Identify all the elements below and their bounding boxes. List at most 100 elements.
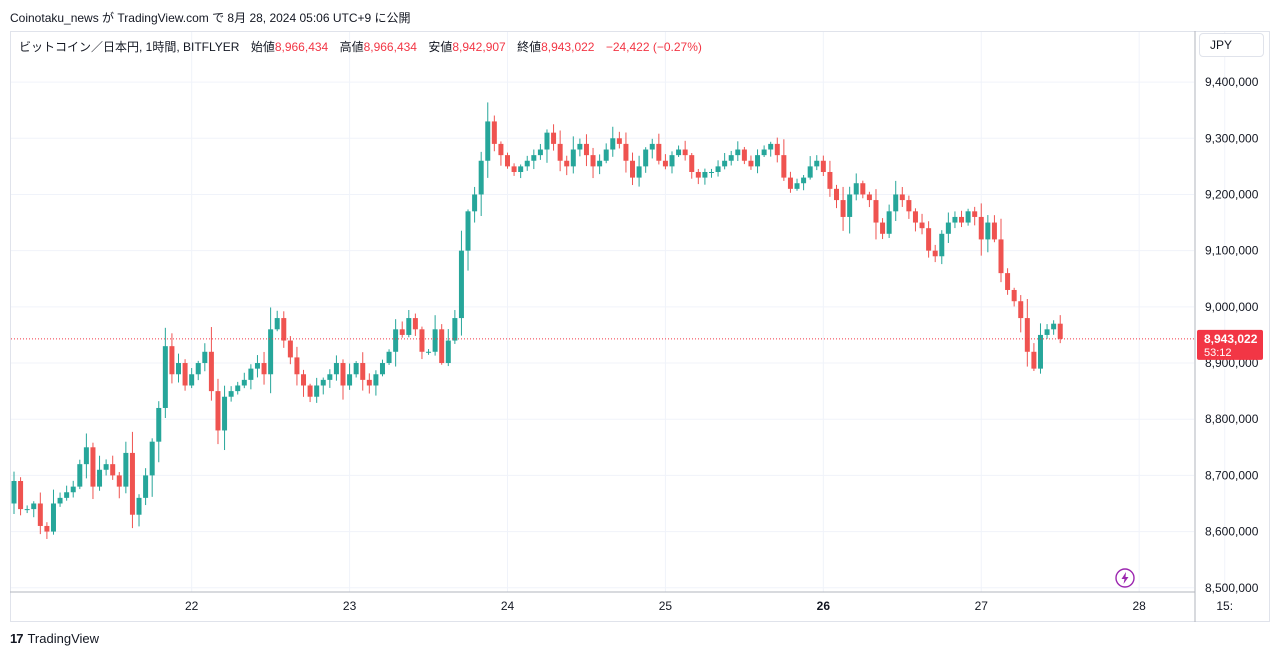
candle-body [189, 374, 195, 386]
y-tick-label: 9,400,000 [1205, 75, 1259, 89]
candle-body [912, 211, 918, 223]
candle-body [689, 155, 695, 172]
candle-body [840, 200, 846, 217]
chart-frame[interactable] [10, 31, 1270, 622]
candle-body [50, 503, 56, 532]
candle-body [44, 525, 50, 532]
lightning-bolt-icon[interactable] [1115, 568, 1135, 588]
candle-body [886, 211, 892, 234]
candle-body [616, 138, 622, 144]
legend-high-label: 高値 [339, 40, 364, 54]
candle-body [715, 166, 721, 172]
candle-body [801, 177, 807, 184]
candle-body [722, 160, 728, 167]
candle-body [643, 149, 649, 167]
candle-body [347, 374, 353, 386]
current-price-label: 8,943,022 [1204, 332, 1258, 346]
candle-body [478, 160, 484, 195]
candle-body [583, 143, 589, 156]
candle-body [531, 155, 537, 161]
candle-body [505, 155, 510, 167]
candle-body [37, 503, 43, 526]
candle-body [432, 329, 438, 352]
candle-body [972, 211, 978, 217]
candle-body [551, 132, 557, 144]
candle-body [860, 183, 866, 195]
candle-body [899, 194, 905, 201]
candle-body [11, 481, 17, 504]
candle-body [143, 475, 149, 498]
candle-body [597, 160, 603, 167]
candle-body [656, 143, 662, 161]
candle-body [939, 233, 945, 257]
chart-legend: ビットコイン／日本円, 1時間, BITFLYER 始値8,966,434 高値… [19, 38, 702, 55]
currency-button[interactable]: JPY [1199, 33, 1264, 57]
candle-body [485, 121, 491, 161]
candle-body [202, 351, 208, 364]
candle-body [452, 318, 458, 341]
candle-body [18, 481, 24, 510]
candle-body [926, 228, 932, 251]
candle-body [162, 346, 168, 408]
candle-body [379, 363, 385, 375]
candle-body [1018, 301, 1024, 319]
candle-body [952, 216, 958, 223]
candle-body [340, 363, 346, 386]
candle-body [1011, 289, 1017, 302]
axes: 9,400,000 9,300,000 9,200,000 9,100,000 9,00… [10, 31, 1259, 622]
candle-body [241, 379, 247, 386]
candle-body [998, 239, 1004, 274]
candle-body [327, 374, 333, 380]
candle-body [254, 363, 260, 369]
candle-body [814, 160, 820, 167]
y-tick-label: 8,700,000 [1205, 468, 1259, 482]
candle-body [768, 143, 774, 150]
y-tick-label: 9,300,000 [1205, 131, 1259, 145]
candle-body [439, 329, 445, 364]
y-tick-label: 9,200,000 [1205, 187, 1259, 201]
candle-body [564, 160, 570, 167]
candle-body [524, 160, 530, 167]
candle-body [695, 171, 701, 178]
candle-body [156, 407, 162, 442]
candle-body [978, 216, 984, 240]
x-tick-label: 23 [343, 599, 357, 613]
candles [11, 102, 1063, 539]
candle-body [360, 363, 366, 380]
candle-body [103, 464, 109, 470]
candle-body [24, 509, 30, 511]
candle-body [1005, 273, 1011, 290]
grid [11, 32, 1226, 592]
candle-body [1024, 318, 1030, 352]
candle-body [906, 200, 912, 212]
legend-close-label: 終値 [517, 40, 542, 54]
candle-body [708, 171, 714, 173]
candle-body [498, 143, 504, 156]
candle-body [1031, 351, 1037, 369]
candle-body [518, 166, 524, 172]
candle-body [873, 200, 879, 223]
candle-body [741, 149, 747, 161]
legend-symbol: ビットコイン／日本円, 1時間, BITFLYER [19, 40, 240, 54]
candle-body [465, 211, 471, 251]
candle-body [1057, 323, 1063, 339]
candle-body [222, 396, 228, 431]
current-price-tag [1197, 329, 1263, 360]
candle-body [1044, 329, 1050, 335]
candle-body [590, 155, 596, 167]
tradingview-logo[interactable]: 17 TradingView [10, 631, 99, 646]
y-tick-label: 9,100,000 [1205, 244, 1259, 258]
candle-body [847, 194, 853, 217]
candle-body [603, 149, 609, 161]
candle-body [794, 183, 800, 189]
candle-body [406, 318, 412, 335]
candle-body [649, 143, 655, 150]
candle-body [774, 143, 780, 156]
candle-body [31, 503, 37, 510]
candle-body [630, 160, 636, 178]
x-tick-label: 22 [185, 599, 199, 613]
tradingview-brand: TradingView [27, 631, 100, 646]
candle-body [577, 143, 583, 150]
candle-body [261, 363, 267, 375]
